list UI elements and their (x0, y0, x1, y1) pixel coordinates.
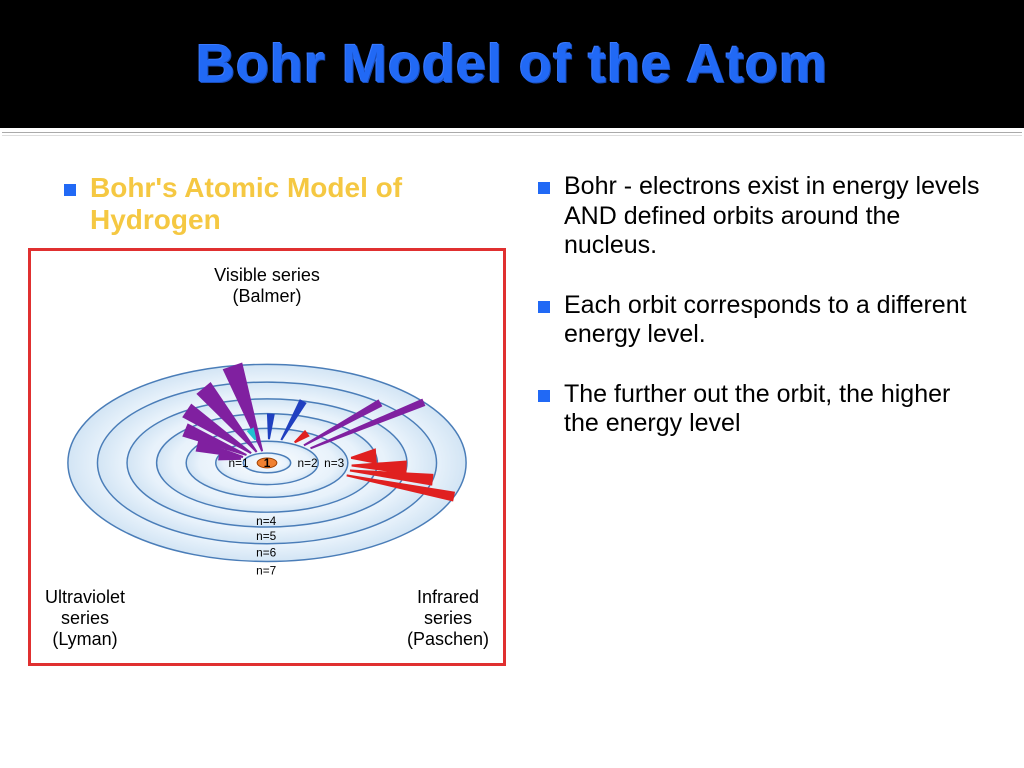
paschen-line2: series (407, 608, 489, 629)
orbit-label-n1: n=1 (229, 456, 249, 470)
orbit-label-n6: n=6 (256, 546, 276, 560)
list-item: Each orbit corresponds to a different en… (538, 291, 988, 350)
page-title: Bohr Model of the Atom (196, 33, 828, 95)
svg-text:1: 1 (264, 456, 271, 470)
bullet-list: Bohr - electrons exist in energy levels … (538, 172, 988, 439)
bullet-text: Each orbit corresponds to a different en… (564, 291, 988, 350)
bullet-text: The further out the orbit, the higher th… (564, 380, 988, 439)
orbit-label-n5: n=5 (256, 529, 276, 543)
balmer-label: Visible series (Balmer) (31, 265, 503, 306)
left-column: Bohr's Atomic Model of Hydrogen (28, 172, 508, 666)
subtitle-row: Bohr's Atomic Model of Hydrogen (28, 172, 508, 236)
bullet-icon (538, 182, 550, 194)
bullet-icon (64, 184, 76, 196)
balmer-line2: (Balmer) (31, 286, 503, 307)
orbit-label-n4: n=4 (256, 514, 276, 528)
subtitle-text: Bohr's Atomic Model of Hydrogen (90, 172, 508, 236)
bohr-diagram: 1 n=1 n=2 n=3 n=4n=5 n=6 n=7 Visible series (… (28, 248, 506, 666)
lyman-label: Ultraviolet series (Lyman) (45, 587, 125, 649)
orbit-label-n7: n=7 (256, 564, 276, 578)
paschen-label: Infrared series (Paschen) (407, 587, 489, 649)
orbit-label-n3: n=3 (324, 456, 344, 470)
content-area: Bohr's Atomic Model of Hydrogen (0, 136, 1024, 666)
orbit-label-n2: n=2 (298, 456, 318, 470)
bullet-icon (538, 301, 550, 313)
list-item: The further out the orbit, the higher th… (538, 380, 988, 439)
title-bar: Bohr Model of the Atom (0, 0, 1024, 128)
paschen-line3: (Paschen) (407, 629, 489, 650)
list-item: Bohr - electrons exist in energy levels … (538, 172, 988, 261)
lyman-line2: series (45, 608, 125, 629)
lyman-line1: Ultraviolet (45, 587, 125, 608)
balmer-line1: Visible series (31, 265, 503, 286)
lyman-line3: (Lyman) (45, 629, 125, 650)
bullet-icon (538, 390, 550, 402)
right-column: Bohr - electrons exist in energy levels … (538, 172, 988, 666)
bullet-text: Bohr - electrons exist in energy levels … (564, 172, 988, 261)
paschen-line1: Infrared (407, 587, 489, 608)
